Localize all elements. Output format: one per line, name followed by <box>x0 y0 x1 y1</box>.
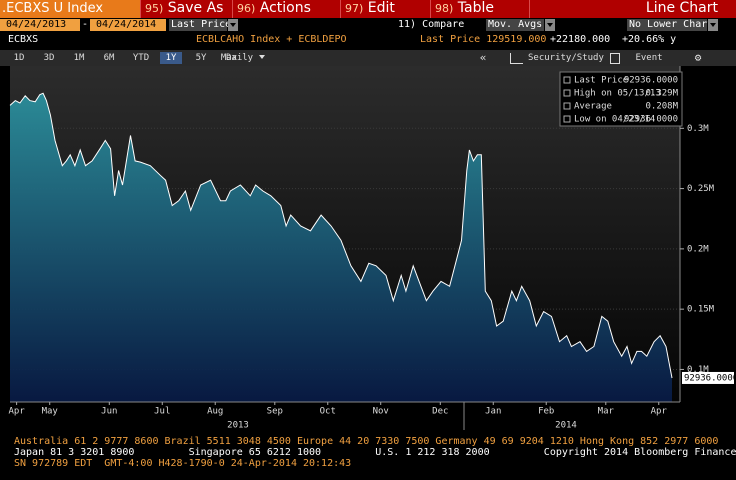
button-label: Edit <box>367 0 395 16</box>
x-tick-label: Aug <box>207 407 223 417</box>
legend-label: Average <box>574 102 612 112</box>
footer-line: Australia 61 2 9777 8600 Brazil 5511 304… <box>14 436 719 447</box>
year-label: 2014 <box>555 421 577 431</box>
dropdown-arrow[interactable] <box>228 19 238 31</box>
last-price: Last Price 129519.000 <box>420 34 547 45</box>
period-tab[interactable]: 6M <box>103 53 115 63</box>
security: ECBXS <box>8 34 39 45</box>
legend-value: 0.329M <box>645 89 678 99</box>
y-tick-label: 0.15M <box>687 305 715 315</box>
menu-button[interactable]: 95) Save As <box>140 0 232 18</box>
x-tick-label: Nov <box>373 407 389 417</box>
x-tick-label: May <box>42 407 59 417</box>
menu-bar <box>0 0 736 18</box>
dropdown-arrow[interactable] <box>708 19 718 31</box>
legend-check <box>563 76 571 84</box>
x-tick-label: Apr <box>8 407 25 417</box>
y-tick-label: 0.2M <box>687 244 709 254</box>
button-key: 97) <box>345 2 364 15</box>
view-name: Line Chart <box>645 0 718 16</box>
last-value-label: 92936.0000 <box>684 373 736 383</box>
security-study[interactable]: Security/Study <box>528 53 604 63</box>
menu-button[interactable]: 96) Actions <box>232 0 340 18</box>
date-separator: - <box>82 19 89 30</box>
event[interactable]: Event <box>635 53 663 63</box>
line <box>9 92 673 379</box>
y-tick-label: 0.1M <box>687 365 709 375</box>
period-tab[interactable]: Max <box>220 53 238 63</box>
study-icon <box>510 53 523 64</box>
legend-label: Low on 04/23/14 <box>574 115 655 125</box>
last-value-box <box>682 371 734 384</box>
legend-value: 0.208M <box>645 102 678 112</box>
compare[interactable]: 11) Compare <box>398 19 465 30</box>
x-tick-label: Sep <box>267 407 283 417</box>
button-key: 96) <box>237 2 256 15</box>
settings[interactable]: ⚙ <box>694 51 702 64</box>
legend-label: Last Price <box>574 76 628 86</box>
footer-line: SN 972789 EDT GMT-4:00 H428-1790-0 24-Ap… <box>14 458 352 469</box>
footer-line: Japan 81 3 3201 8900 Singapore 65 6212 1… <box>14 447 736 458</box>
button-label: Actions <box>259 0 311 16</box>
menu-button[interactable]: 98) Table <box>430 0 530 18</box>
frequency[interactable]: Daily <box>226 52 282 64</box>
legend-value: 92936.0000 <box>624 115 678 125</box>
x-tick-label: Feb <box>538 407 554 417</box>
period-tab[interactable]: 1D <box>13 53 25 63</box>
period-tab[interactable]: 1M <box>73 53 85 63</box>
year-label: 2013 <box>227 421 249 431</box>
start-date[interactable]: 04/24/2013 <box>0 19 80 31</box>
x-tick-label: Jan <box>485 407 501 417</box>
dropdown-arrow[interactable] <box>545 19 555 31</box>
period-tab[interactable]: YTD <box>132 53 150 63</box>
change: +22180.000 <box>550 34 611 45</box>
field-select[interactable]: Last Price <box>169 19 232 31</box>
x-tick-label: Oct <box>320 407 336 417</box>
button-key: 98) <box>435 2 454 15</box>
ticker[interactable]: .ECBXS U Index <box>0 0 140 18</box>
end-date[interactable]: 04/24/2014 <box>90 19 166 31</box>
x-tick-label: Jul <box>154 407 170 417</box>
button-label: Save As <box>167 0 224 16</box>
mov-avgs[interactable]: Mov. Avgs <box>486 19 544 31</box>
legend-label: High on 05/13/13 <box>574 89 661 99</box>
legend-check <box>563 115 571 123</box>
y-tick-label: 0.3M <box>687 124 709 134</box>
menu-button[interactable]: 97) Edit <box>340 0 430 18</box>
x-tick-label: Jun <box>101 407 117 417</box>
x-tick-label: Mar <box>598 407 615 417</box>
dropdown-arrow <box>258 55 265 59</box>
period-tab[interactable]: 1Y <box>160 52 182 64</box>
frequency-label: Daily <box>226 53 254 63</box>
period-tab[interactable]: 5Y <box>195 53 207 63</box>
legend-check <box>563 89 571 97</box>
formula: ECBLCAHO Index + ECBLDEPO <box>196 34 347 45</box>
button-key: 95) <box>145 2 164 15</box>
legend-check <box>563 102 571 110</box>
toolbar <box>0 50 736 66</box>
period-tab[interactable]: 3D <box>43 53 55 63</box>
x-tick-label: Apr <box>651 407 668 417</box>
area <box>10 93 672 403</box>
legend-value: 92936.0000 <box>624 76 678 86</box>
collapse[interactable]: « <box>479 51 487 64</box>
y-tick-label: 0.25M <box>687 184 715 194</box>
legend-box <box>559 71 683 127</box>
button-label: Table <box>457 0 494 16</box>
change-pct: +20.66% y <box>622 34 677 45</box>
x-tick-label: Dec <box>432 407 448 417</box>
lower-chart[interactable]: No Lower Chart <box>627 19 714 31</box>
event-icon <box>610 53 620 64</box>
